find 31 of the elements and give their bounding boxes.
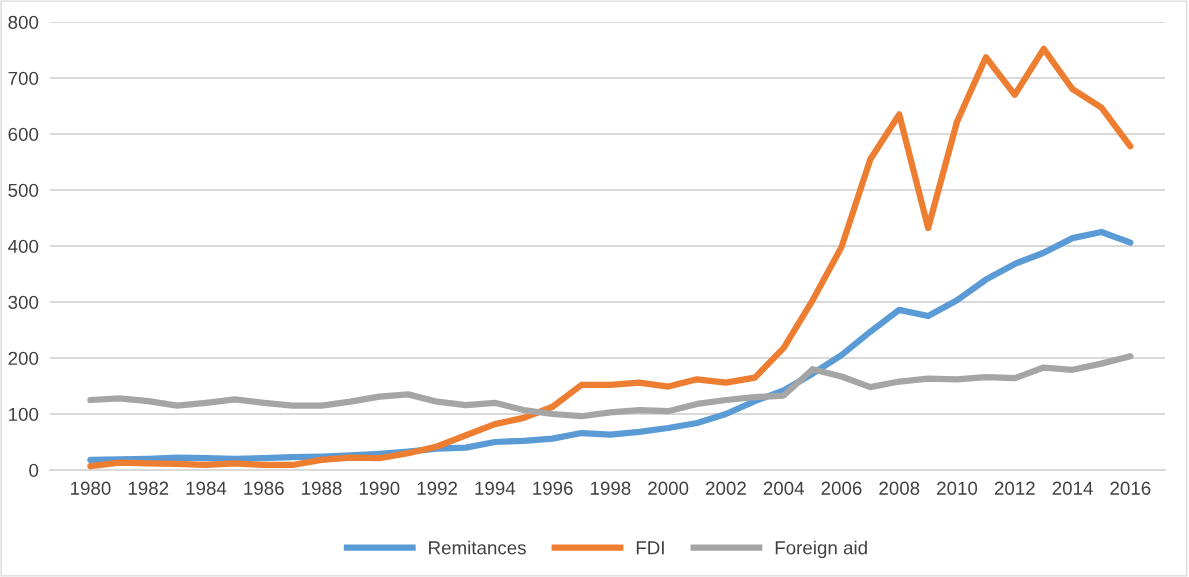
x-tick-label: 2004 [763, 481, 805, 495]
y-tick-label: 100 [9, 407, 39, 421]
x-tick-label: 2014 [1052, 481, 1093, 495]
x-tick-label: 2002 [706, 481, 746, 495]
legend-label: Remitances [429, 540, 526, 555]
legend-label: Foreign aid [775, 540, 867, 559]
y-tick-label: 600 [8, 127, 39, 141]
x-tick-label: 2000 [648, 481, 689, 495]
y-tick-label: 500 [8, 183, 39, 197]
y-tick-label: 200 [8, 351, 39, 365]
x-tick-label: 1998 [590, 481, 631, 495]
x-tick-label: 1992 [417, 481, 457, 495]
x-tick-label: 1988 [302, 481, 342, 495]
x-tick-label: 1986 [244, 481, 284, 495]
x-tick-label: 1982 [128, 481, 169, 495]
x-tick-label: 2008 [879, 481, 920, 495]
y-tick-label: 0 [29, 463, 39, 477]
x-tick-label: 1984 [186, 481, 227, 495]
y-tick-label: 700 [8, 71, 39, 85]
y-tick-label: 800 [8, 15, 39, 29]
x-tick-label: 2006 [821, 481, 862, 495]
x-tick-label: 2012 [994, 481, 1035, 495]
x-tick-label: 1980 [71, 481, 111, 495]
x-tick-label: 2016 [1110, 481, 1151, 495]
x-tick-label: 1990 [359, 481, 400, 495]
x-tick-label: 1996 [533, 481, 573, 495]
x-tick-label: 2010 [937, 481, 978, 495]
y-tick-label: 400 [8, 239, 39, 253]
y-tick-label: 300 [8, 295, 39, 309]
legend-label: FDI [636, 541, 664, 555]
x-tick-label: 1994 [475, 481, 516, 495]
